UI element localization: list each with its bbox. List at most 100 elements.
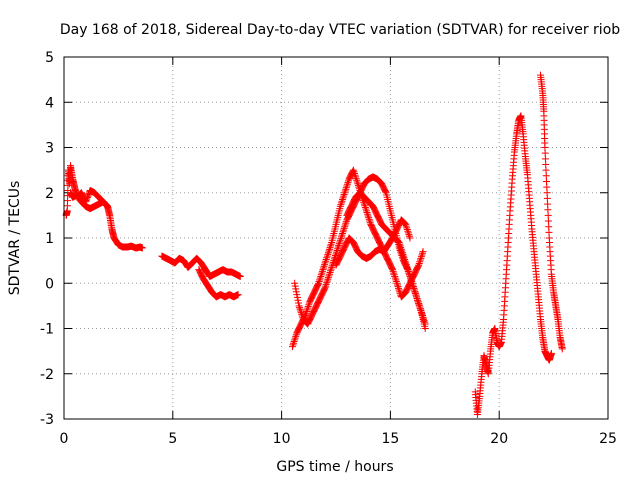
data-point bbox=[327, 240, 335, 248]
y-tick-label: 5 bbox=[45, 50, 54, 66]
data-point bbox=[325, 247, 333, 255]
data-point bbox=[302, 309, 310, 317]
data-point bbox=[322, 255, 330, 263]
data-point bbox=[297, 307, 305, 315]
data-point bbox=[304, 304, 312, 312]
y-tick-label: 4 bbox=[45, 95, 54, 111]
data-point bbox=[407, 276, 415, 284]
data-point bbox=[364, 210, 372, 218]
data-point bbox=[393, 279, 401, 287]
data-point bbox=[342, 185, 350, 193]
data-point bbox=[102, 201, 110, 209]
data-point bbox=[399, 250, 407, 258]
data-point bbox=[389, 267, 397, 275]
data-point bbox=[342, 219, 350, 227]
data-point bbox=[327, 265, 335, 273]
y-tick-label: -3 bbox=[40, 412, 54, 428]
data-point bbox=[406, 234, 414, 242]
data-point bbox=[402, 261, 410, 269]
data-point bbox=[403, 224, 411, 232]
data-point bbox=[328, 263, 336, 271]
data-point bbox=[234, 291, 242, 299]
data-point bbox=[421, 318, 429, 326]
data-point bbox=[401, 255, 409, 263]
data-point bbox=[361, 202, 369, 210]
data-point bbox=[413, 293, 421, 301]
data-point bbox=[333, 248, 341, 256]
data-point bbox=[421, 320, 429, 328]
data-point bbox=[341, 189, 349, 197]
data-point bbox=[321, 284, 329, 292]
data-point bbox=[401, 257, 409, 265]
data-point bbox=[395, 239, 403, 247]
data-point bbox=[411, 288, 419, 296]
data-point bbox=[326, 269, 334, 277]
axis-ticks: 0 5 10 15 20 25 -3 -2 -1 0 1 2 3 4 5 bbox=[40, 50, 617, 447]
data-point bbox=[410, 284, 418, 292]
data-point bbox=[316, 276, 324, 284]
data-point bbox=[391, 272, 399, 280]
data-point bbox=[102, 201, 110, 209]
x-tick-label: 5 bbox=[168, 431, 177, 447]
data-point bbox=[104, 202, 112, 210]
data-point bbox=[323, 252, 331, 260]
data-point bbox=[343, 182, 351, 190]
data-point bbox=[411, 289, 419, 297]
data-point bbox=[410, 286, 418, 294]
data-point bbox=[296, 304, 304, 312]
data-point bbox=[322, 280, 330, 288]
data-point bbox=[303, 308, 311, 316]
data-point bbox=[351, 171, 359, 179]
data-point bbox=[354, 181, 362, 189]
data-point bbox=[403, 264, 411, 272]
data-point bbox=[415, 300, 423, 308]
x-tick-label: 10 bbox=[273, 431, 291, 447]
data-point bbox=[324, 249, 332, 257]
data-point bbox=[336, 236, 344, 244]
data-point bbox=[326, 244, 334, 252]
data-point bbox=[412, 291, 420, 299]
chart-title: Day 168 of 2018, Sidereal Day-to-day VTE… bbox=[60, 22, 620, 38]
data-point bbox=[315, 278, 323, 286]
data-point bbox=[344, 179, 352, 187]
data-point bbox=[365, 214, 373, 222]
data-point bbox=[404, 266, 412, 274]
data-point bbox=[290, 339, 298, 347]
data-point bbox=[400, 254, 408, 262]
data-point bbox=[415, 259, 423, 267]
data-point bbox=[416, 256, 424, 264]
data-point bbox=[392, 278, 400, 286]
data-point bbox=[340, 192, 348, 200]
data-point bbox=[338, 197, 346, 205]
data-point bbox=[321, 259, 329, 267]
data-point bbox=[408, 278, 416, 286]
data-point bbox=[403, 262, 411, 270]
data-point bbox=[366, 217, 374, 225]
data-point bbox=[409, 281, 417, 289]
data-point bbox=[236, 272, 244, 280]
y-tick-label: 3 bbox=[45, 141, 54, 157]
x-tick-label: 15 bbox=[381, 431, 399, 447]
data-point bbox=[408, 279, 416, 287]
data-point bbox=[419, 248, 427, 256]
data-point bbox=[336, 202, 344, 210]
data-point bbox=[418, 311, 426, 319]
data-point bbox=[296, 305, 304, 313]
data-point bbox=[393, 281, 401, 289]
data-point bbox=[418, 310, 426, 318]
data-point bbox=[337, 235, 345, 243]
data-point bbox=[339, 228, 347, 236]
data-point bbox=[341, 223, 349, 231]
data-point bbox=[297, 309, 305, 317]
data-point bbox=[322, 257, 330, 265]
data-point bbox=[417, 254, 425, 262]
data-point bbox=[395, 284, 403, 292]
data-point bbox=[418, 251, 426, 259]
data-point bbox=[298, 310, 306, 318]
data-point bbox=[404, 229, 412, 237]
data-point bbox=[298, 312, 306, 320]
data-point bbox=[416, 258, 424, 266]
data-point bbox=[320, 262, 328, 270]
y-tick-label: -2 bbox=[40, 367, 54, 383]
